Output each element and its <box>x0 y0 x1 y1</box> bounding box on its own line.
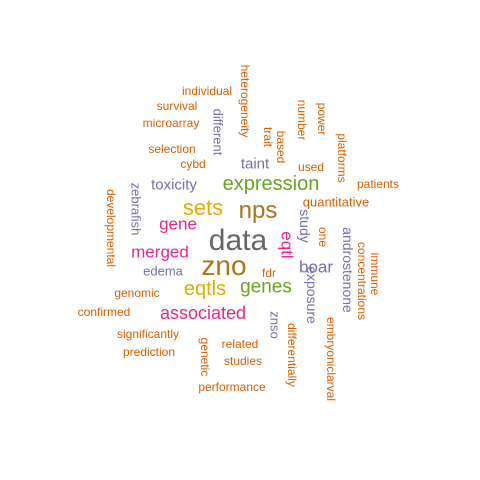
word-platforms: platforms <box>335 133 349 183</box>
word-gene: gene <box>159 214 197 234</box>
word-boar: boar <box>298 257 334 277</box>
word-associated: associated <box>159 303 247 323</box>
word-genomic: genomic <box>114 286 160 300</box>
word-sets: sets <box>182 195 224 220</box>
word-genetic: genetic <box>198 337 212 377</box>
word-eqtl: eqtl <box>277 231 297 259</box>
word-cybd: cybd <box>180 157 206 171</box>
word-confirmed: confirmed <box>77 305 131 319</box>
word-selection: selection <box>148 142 196 156</box>
word-androstenone: androstenone <box>340 227 356 313</box>
word-edema: edema <box>143 263 183 279</box>
word-merged: merged <box>131 242 189 262</box>
word-studies: studies <box>223 354 263 368</box>
word-znso: znso <box>267 311 283 339</box>
word-heterogeneity: heterogeneity <box>238 64 252 138</box>
word-prediction: prediction <box>122 345 176 359</box>
word-immune: immune <box>368 252 382 296</box>
word-used: used <box>297 160 325 174</box>
word-fdr: fdr <box>261 266 277 280</box>
word-survival: survival <box>156 99 198 113</box>
word-one: one <box>316 226 330 248</box>
word-different: different <box>210 108 226 156</box>
word-data: data <box>208 224 268 257</box>
word-based: based <box>274 130 288 164</box>
word-taint: taint <box>240 155 270 173</box>
word-significantly: significantly <box>116 327 180 341</box>
word-patients: patients <box>356 177 400 191</box>
word-zno: zno <box>201 250 247 281</box>
word-embryoniclarval: embryoniclarval <box>324 316 338 402</box>
word-eqtls: eqtls <box>183 278 227 300</box>
word-performance: performance <box>198 380 266 394</box>
word-differentially: differentially <box>285 323 299 387</box>
word-individual: individual <box>181 84 233 98</box>
word-exposure: exposure <box>304 266 320 324</box>
word-quantitative: quantitative <box>302 194 370 210</box>
word-expression: expression <box>222 173 320 195</box>
word-nps: nps <box>238 197 278 224</box>
word-zebrafish: zebrafish <box>128 182 144 236</box>
word-study: study <box>297 209 313 243</box>
word-developmental: developmental <box>104 188 118 268</box>
word-related: related <box>221 337 259 351</box>
word-concentrations: concentrations <box>355 241 369 321</box>
word-power: power <box>315 102 329 136</box>
word-genes: genes <box>240 276 292 298</box>
word-toxicity: toxicity <box>151 176 197 194</box>
word-number: number <box>295 99 309 141</box>
word-trait: trait <box>261 126 275 148</box>
word-microarray: microarray <box>142 116 200 130</box>
